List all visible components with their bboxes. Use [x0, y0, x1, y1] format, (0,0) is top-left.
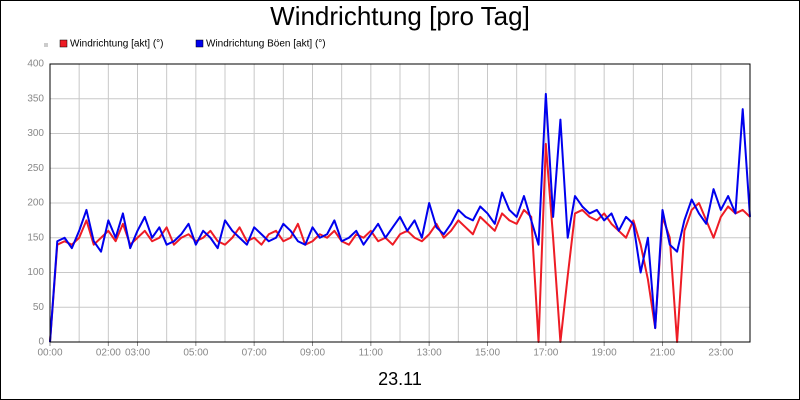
y-tick-label: 0: [38, 337, 44, 348]
x-tick-label: 09:00: [300, 348, 325, 359]
x-tick-label: 05:00: [183, 348, 208, 359]
y-tick-label: 350: [27, 93, 44, 104]
x-tick-label: 15:00: [475, 348, 500, 359]
line: [49, 92, 751, 343]
x-axis-label: 23.11: [378, 369, 422, 389]
chart-title: Windrichtung [pro Tag]: [270, 1, 530, 31]
x-tick-label: 02:00: [96, 348, 121, 359]
x-tick-label: 13:00: [417, 348, 442, 359]
x-tick-label: 00:00: [37, 348, 62, 359]
line: [49, 142, 751, 343]
legend-marker: [44, 43, 48, 47]
y-tick-label: 100: [27, 267, 44, 278]
legend-swatch: [195, 39, 204, 48]
y-tick-label: 50: [33, 302, 45, 313]
x-tick-label: 11:00: [359, 348, 384, 359]
y-tick-label: 400: [27, 59, 44, 70]
x-tick-label: 03:00: [125, 348, 150, 359]
y-tick-label: 250: [27, 163, 44, 174]
y-tick-label: 300: [27, 128, 44, 139]
legend-label: Windrichtung Böen [akt] (°): [206, 39, 326, 50]
legend-swatch: [59, 39, 68, 48]
y-tick-label: 200: [27, 198, 44, 209]
plot-border: [49, 63, 751, 343]
x-tick-label: 17:00: [533, 348, 558, 359]
x-tick-label: 21:00: [650, 348, 675, 359]
x-tick-label: 23:00: [708, 348, 733, 359]
y-tick-label: 150: [27, 232, 44, 243]
x-tick-label: 07:00: [242, 348, 267, 359]
x-tick-label: 19:00: [592, 348, 617, 359]
legend-label: Windrichtung [akt] (°): [70, 39, 163, 50]
